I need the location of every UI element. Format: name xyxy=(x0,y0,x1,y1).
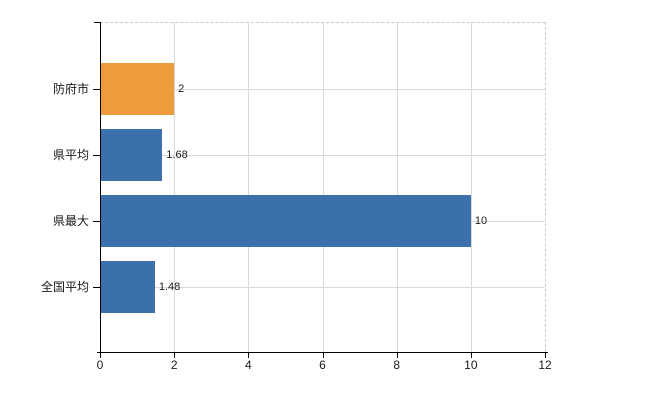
h-gridline xyxy=(100,287,545,288)
x-tick xyxy=(174,353,176,358)
v-gridline xyxy=(322,22,324,352)
h-gridline xyxy=(100,89,545,90)
x-tick-label: 4 xyxy=(244,358,252,372)
y-tick xyxy=(93,221,100,222)
x-axis-line xyxy=(97,352,548,353)
category-label-県平均: 県平均 xyxy=(52,148,89,162)
x-tick xyxy=(322,353,324,358)
h-gridline xyxy=(100,155,545,156)
y-axis-line xyxy=(100,22,101,352)
x-tick-label: 10 xyxy=(464,358,478,372)
plot-area: 2 1.68 10 1.48 xyxy=(100,22,546,352)
bar-県平均 xyxy=(100,129,163,181)
x-tick xyxy=(396,353,398,358)
bar-value-label: 1.48 xyxy=(158,281,181,293)
bar-県最大 xyxy=(100,195,471,247)
x-tick-label: 2 xyxy=(170,358,178,372)
x-tick xyxy=(100,353,101,358)
bar-value-label: 2 xyxy=(178,83,185,95)
category-label-県最大: 県最大 xyxy=(52,214,89,228)
x-tick-label: 0 xyxy=(96,358,104,372)
bar-全国平均 xyxy=(100,261,155,313)
x-tick-label: 12 xyxy=(538,358,552,372)
bar-value-label: 10 xyxy=(474,215,488,227)
x-tick xyxy=(545,353,546,358)
category-label-全国平均: 全国平均 xyxy=(40,280,89,294)
category-label-防府市: 防府市 xyxy=(52,82,89,96)
v-gridline xyxy=(396,22,398,352)
y-tick xyxy=(93,287,100,288)
bar-value-label: 1.68 xyxy=(166,149,188,161)
x-tick xyxy=(248,353,250,358)
v-gridline xyxy=(248,22,250,352)
x-tick-label: 6 xyxy=(319,358,326,372)
x-tick xyxy=(470,353,472,358)
v-gridline xyxy=(174,22,176,352)
y-tick xyxy=(93,89,100,90)
x-tick-label: 8 xyxy=(393,358,400,372)
bar-防府市 xyxy=(100,63,175,115)
y-axis-top-tick xyxy=(94,22,100,23)
y-tick xyxy=(93,155,100,156)
plot-right-border xyxy=(545,22,546,352)
v-gridline xyxy=(470,22,472,352)
